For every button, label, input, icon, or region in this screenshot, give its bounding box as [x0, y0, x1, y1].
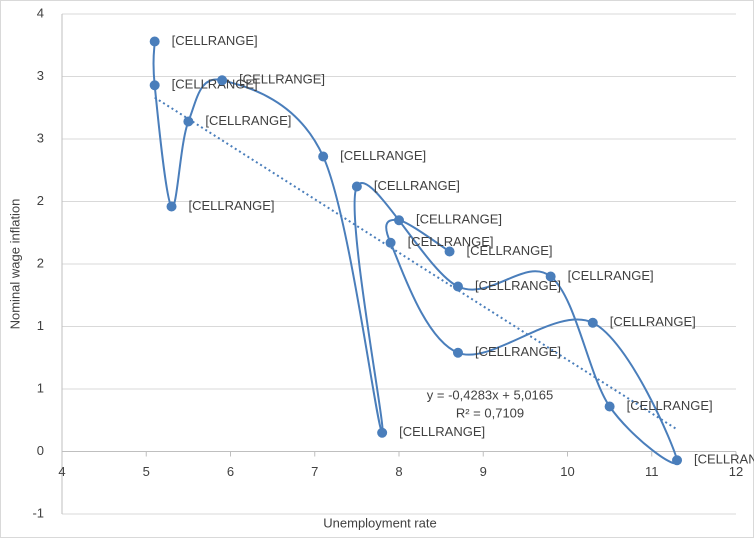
data-point	[394, 215, 404, 226]
data-label: [CELLRANGE]	[694, 452, 754, 467]
data-point	[149, 80, 160, 91]
y-tick-label: 1	[37, 380, 44, 395]
x-tick-label: 12	[729, 464, 743, 479]
y-tick-label: 1	[37, 318, 44, 333]
data-label: [CELLRANGE]	[340, 148, 426, 163]
x-tick-label: 11	[645, 464, 659, 479]
y-tick-label: 2	[37, 255, 44, 270]
x-tick-label: 4	[58, 464, 65, 479]
y-tick-label: 3	[37, 130, 44, 145]
data-label: [CELLRANGE]	[172, 33, 258, 48]
x-tick-label: 10	[560, 464, 574, 479]
data-point	[217, 75, 228, 86]
x-tick-label: 9	[480, 464, 487, 479]
x-tick-label: 8	[395, 464, 402, 479]
data-label: [CELLRANGE]	[399, 424, 485, 439]
data-point	[587, 317, 598, 328]
trendline	[154, 96, 678, 431]
data-label: [CELLRANGE]	[374, 178, 460, 193]
data-label: [CELLRANGE]	[416, 212, 502, 227]
data-point	[377, 427, 388, 438]
data-label: [CELLRANGE]	[205, 113, 291, 128]
data-label: [CELLRANGE]	[408, 234, 494, 249]
data-label: [CELLRANGE]	[627, 398, 713, 413]
data-point	[452, 281, 463, 292]
data-label: [CELLRANGE]	[475, 278, 561, 293]
data-point	[318, 151, 329, 162]
x-axis-title: Unemployment rate	[323, 515, 436, 530]
data-point	[385, 237, 396, 248]
data-label: [CELLRANGE]	[239, 72, 325, 87]
data-point	[183, 116, 194, 127]
y-tick-label: 2	[37, 193, 44, 208]
data-label: [CELLRANGE]	[172, 77, 258, 92]
data-point	[444, 246, 455, 257]
data-point	[545, 271, 556, 282]
data-label: [CELLRANGE]	[610, 314, 696, 329]
trendline-equation: y = -0,4283x + 5,0165	[427, 387, 553, 402]
y-tick-label: 4	[37, 5, 44, 20]
y-tick-label: -1	[32, 505, 44, 520]
data-point	[452, 347, 463, 358]
data-point	[351, 181, 362, 192]
data-point	[149, 36, 160, 47]
y-tick-label: 3	[37, 68, 44, 83]
x-tick-label: 5	[143, 464, 150, 479]
x-tick-label: 7	[311, 464, 318, 479]
data-label: [CELLRANGE]	[189, 198, 275, 213]
trendline-r2: R² = 0,7109	[456, 405, 524, 420]
data-point	[166, 201, 177, 212]
data-label: [CELLRANGE]	[568, 268, 654, 283]
data-point	[604, 401, 615, 412]
data-label: [CELLRANGE]	[475, 344, 561, 359]
data-label: [CELLRANGE]	[467, 243, 553, 258]
y-axis-title: Nominal wage inflation	[7, 199, 22, 330]
x-tick-label: 6	[227, 464, 234, 479]
y-tick-label: 0	[37, 443, 44, 458]
data-point	[672, 455, 683, 466]
